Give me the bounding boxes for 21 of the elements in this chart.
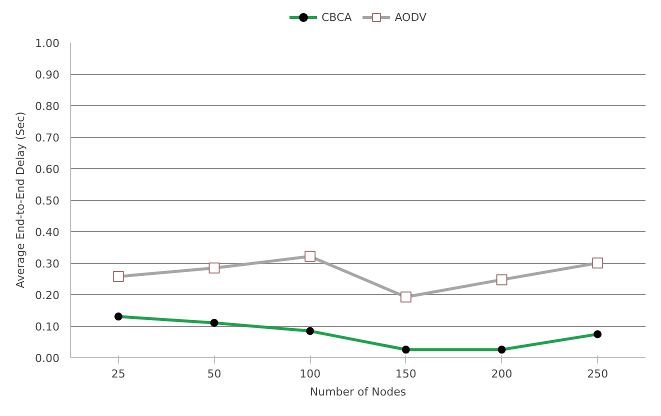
x-tick-label: 100: [300, 368, 321, 380]
y-tick-label: 0.20: [35, 289, 60, 302]
x-tick-label: 250: [587, 368, 608, 380]
legend-label: CBCA: [321, 10, 352, 24]
x-axis-title: Number of Nodes: [310, 386, 406, 398]
x-tick-label: 150: [395, 368, 416, 380]
y-tick-label: 0.70: [35, 132, 60, 144]
x-tick-label: 50: [207, 368, 222, 380]
y-tick-label: 1.00: [35, 37, 60, 50]
y-tick-label: 0.00: [35, 352, 60, 365]
x-tick-label: 200: [491, 368, 512, 380]
y-tick-label: 0.60: [35, 163, 60, 176]
y-tick-label: 0.10: [35, 320, 60, 334]
y-tick-label: 0.80: [35, 100, 60, 113]
legend-label: AODV: [394, 10, 427, 24]
y-tick-label: 0.40: [35, 226, 60, 239]
y-tick-label: 0.50: [35, 194, 60, 208]
y-axis-title: Average End-to-End Delay (Sec): [14, 112, 28, 288]
x-tick-label: 25: [111, 368, 126, 380]
y-tick-label: 0.30: [35, 258, 60, 270]
y-tick-label: 0.90: [35, 68, 60, 82]
